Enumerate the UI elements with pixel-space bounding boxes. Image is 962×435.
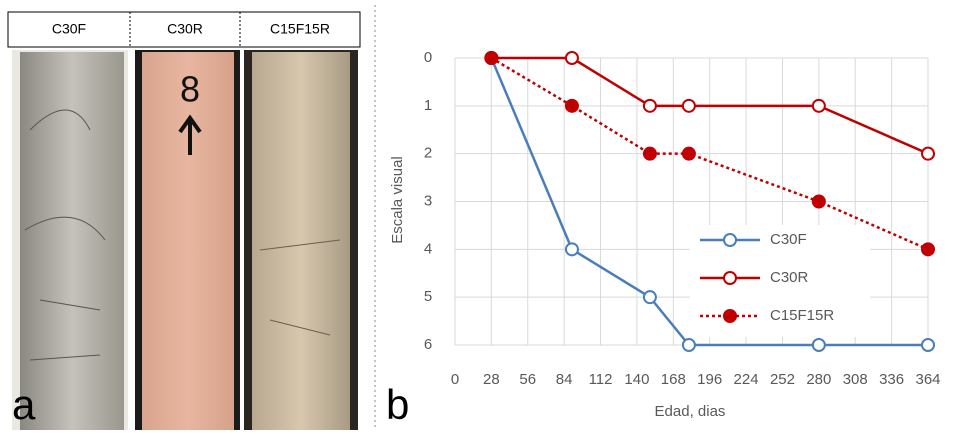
x-tick-label: 112 <box>589 371 613 388</box>
header-row <box>7 11 361 48</box>
x-tick-label: 56 <box>519 371 536 388</box>
x-tick-label: 308 <box>843 371 868 388</box>
legend-marker <box>723 309 737 323</box>
legend-label: C15F15R <box>770 307 834 324</box>
x-tick-label: 28 <box>483 371 500 388</box>
marker <box>681 338 696 352</box>
x-tick-label: 336 <box>879 371 904 388</box>
photo-marking: 8 <box>180 69 200 110</box>
marker <box>484 51 499 65</box>
y-tick-label: 0 <box>424 49 432 66</box>
marker <box>564 98 579 113</box>
legend-label: C30F <box>770 231 807 248</box>
legend-marker <box>723 233 737 247</box>
x-tick-label: 280 <box>806 371 831 388</box>
photo-panel: C30F C30R C15F15R 8 a <box>7 11 361 430</box>
x-tick-label: 140 <box>624 371 649 388</box>
x-axis-title: Edad, dias <box>655 403 726 420</box>
x-tick-label: 0 <box>451 371 459 388</box>
marker <box>642 98 657 113</box>
y-tick-label: 4 <box>424 240 432 257</box>
x-tick-label: 196 <box>697 371 722 388</box>
photo-header: C30F <box>52 21 86 37</box>
photo-header: C15F15R <box>270 21 330 37</box>
y-tick-label: 6 <box>424 336 432 353</box>
y-axis-title: Escala visual <box>389 156 406 244</box>
legend-label: C30R <box>770 269 809 286</box>
marker <box>681 146 696 161</box>
y-tick-label: 1 <box>424 97 432 114</box>
marker <box>921 338 935 352</box>
marker <box>564 51 579 65</box>
arrow <box>178 114 202 155</box>
crack-lines <box>24 109 106 361</box>
panel-label: b <box>386 381 409 428</box>
photo-c30f <box>20 52 124 430</box>
y-tick-label: 5 <box>424 288 432 305</box>
series-line <box>490 57 928 347</box>
y-tick-label: 2 <box>424 145 432 162</box>
marker <box>921 146 935 161</box>
marker <box>811 98 826 113</box>
marker <box>642 146 657 161</box>
series-line <box>491 56 929 155</box>
photo-header: C30R <box>167 21 203 37</box>
x-tick-label: 252 <box>770 371 795 388</box>
marker <box>681 98 696 113</box>
y-tick-label: 3 <box>424 192 432 209</box>
marker <box>811 194 826 209</box>
photo-c30r <box>142 52 234 430</box>
x-tick-label: 168 <box>661 371 686 388</box>
crack-lines <box>259 239 341 336</box>
marker <box>811 338 826 352</box>
series-line <box>490 56 929 251</box>
marker <box>642 290 657 305</box>
x-tick-label: 84 <box>556 371 573 388</box>
x-tick-label: 364 <box>915 371 940 388</box>
panel-label: a <box>12 381 36 428</box>
legend-marker <box>723 271 737 285</box>
marker <box>564 242 579 257</box>
x-tick-label: 224 <box>734 371 759 388</box>
legend-box <box>690 225 870 337</box>
marker <box>921 242 935 257</box>
